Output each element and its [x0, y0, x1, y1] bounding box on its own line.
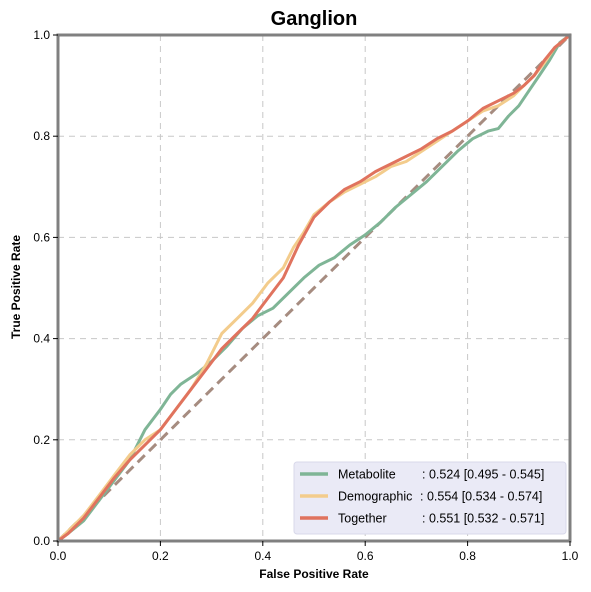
series-line-metabolite [56, 33, 572, 543]
legend-label-together: Together [338, 512, 387, 526]
x-tick-label-1: 0.2 [152, 549, 169, 563]
legend-label-demographic: Demographic [338, 490, 412, 504]
legend-auc-metabolite: : 0.524 [0.495 - 0.545] [422, 468, 544, 482]
y-tick-label-4: 0.8 [33, 129, 50, 143]
x-tick-label-5: 1.0 [562, 549, 579, 563]
chance-line-layer [56, 33, 572, 543]
x-axis-label: False Positive Rate [259, 567, 369, 581]
y-axis-label: True Positive Rate [9, 235, 23, 339]
series-layer [56, 33, 572, 543]
y-tick-label-3: 0.6 [33, 230, 50, 244]
series-line-together [56, 33, 572, 543]
legend: Metabolite : 0.524 [0.495 - 0.545] Demogra… [293, 461, 567, 535]
axis-ticks: 0.0 0.2 0.4 0.6 0.8 1.0 0.0 0.2 0.4 0.6 0.8 1.0 [33, 28, 578, 563]
series-line-demographic [56, 33, 572, 543]
chance-diagonal-line [56, 33, 572, 543]
x-tick-label-3: 0.6 [357, 549, 374, 563]
x-tick-label-4: 0.8 [459, 549, 476, 563]
x-tick-label-2: 0.4 [254, 549, 271, 563]
plot-frame [56, 33, 572, 543]
y-tick-label-0: 0.0 [33, 534, 50, 548]
legend-auc-demographic: : 0.554 [0.534 - 0.574] [420, 490, 542, 504]
y-tick-label-5: 1.0 [33, 28, 50, 42]
y-tick-label-2: 0.4 [33, 332, 50, 346]
legend-auc-together: : 0.551 [0.532 - 0.571] [422, 512, 544, 526]
x-tick-label-0: 0.0 [50, 549, 67, 563]
y-tick-label-1: 0.2 [33, 433, 50, 447]
legend-box [293, 461, 567, 535]
legend-label-metabolite: Metabolite [338, 468, 396, 482]
chart-title: Ganglion [271, 8, 358, 30]
